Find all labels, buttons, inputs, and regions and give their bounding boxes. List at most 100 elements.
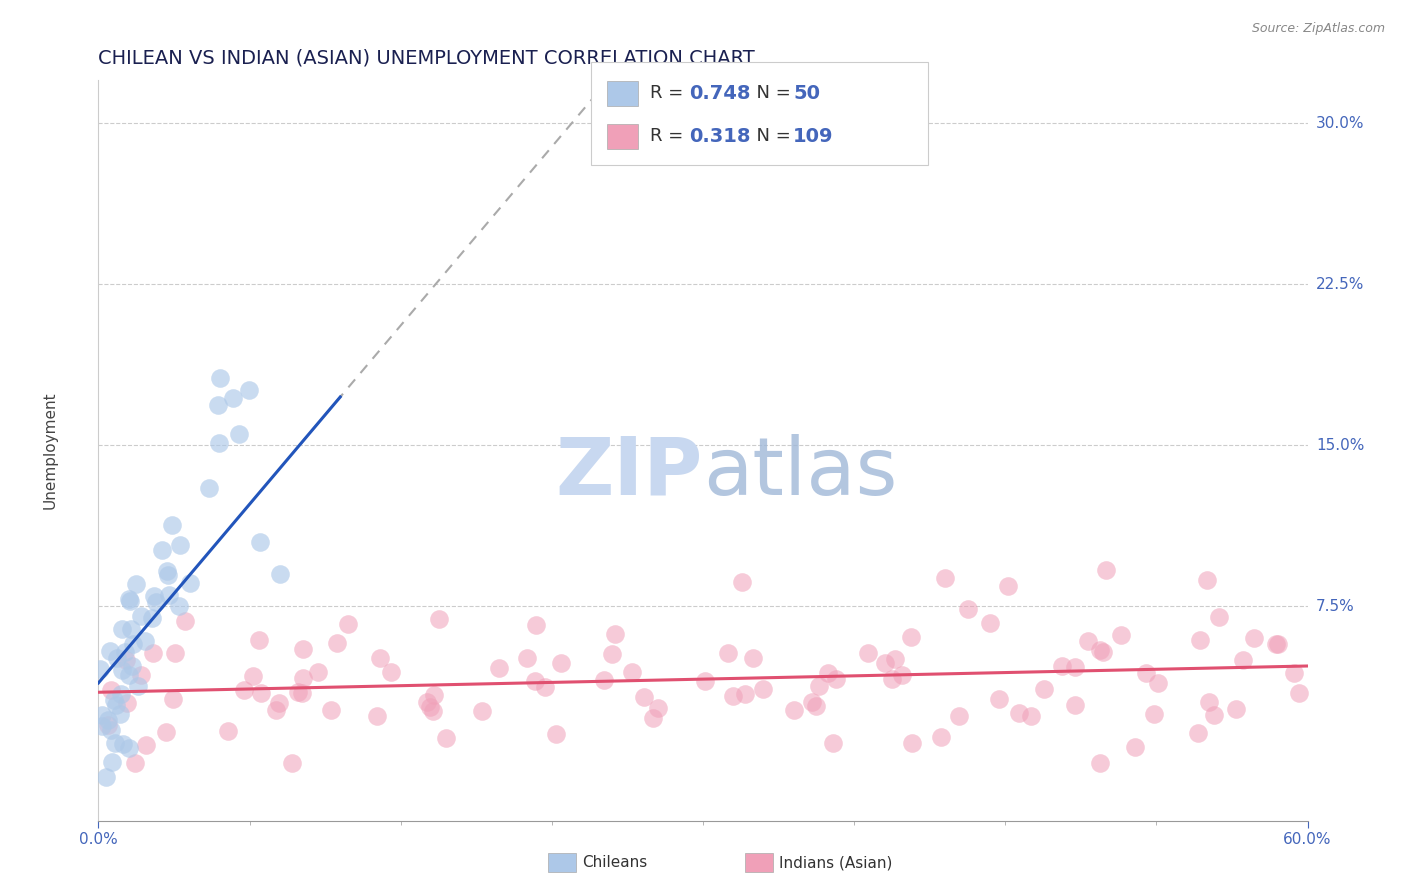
- Point: [621, 665, 644, 679]
- Point: [717, 646, 740, 660]
- Text: 30.0%: 30.0%: [1316, 116, 1364, 131]
- Point: [900, 736, 922, 750]
- Point: [269, 566, 291, 581]
- Point: [336, 616, 359, 631]
- Point: [1282, 666, 1305, 681]
- Text: 109: 109: [793, 127, 834, 145]
- Point: [141, 610, 163, 624]
- Point: [89, 662, 111, 676]
- Point: [1264, 637, 1286, 651]
- Point: [1064, 660, 1087, 674]
- Point: [544, 726, 567, 740]
- Point: [524, 618, 547, 632]
- Point: [427, 612, 450, 626]
- Point: [824, 673, 846, 687]
- Point: [422, 688, 444, 702]
- Point: [856, 646, 879, 660]
- Point: [143, 589, 166, 603]
- Point: [217, 723, 239, 738]
- Point: [997, 578, 1019, 592]
- Point: [242, 669, 264, 683]
- Point: [110, 687, 132, 701]
- Point: [107, 650, 129, 665]
- Text: Chileans: Chileans: [582, 855, 647, 870]
- Point: [695, 673, 717, 688]
- Point: [291, 686, 314, 700]
- Point: [118, 741, 141, 756]
- Point: [957, 602, 980, 616]
- Text: N =: N =: [745, 128, 797, 145]
- Point: [120, 622, 142, 636]
- Text: Unemployment: Unemployment: [42, 392, 58, 509]
- Point: [1135, 665, 1157, 680]
- Point: [1198, 695, 1220, 709]
- Point: [807, 679, 830, 693]
- Point: [127, 679, 149, 693]
- Point: [141, 646, 163, 660]
- Point: [100, 683, 122, 698]
- Point: [1147, 676, 1170, 690]
- Text: atlas: atlas: [703, 434, 897, 512]
- Point: [281, 756, 304, 770]
- Point: [752, 681, 775, 696]
- Point: [1267, 637, 1289, 651]
- Point: [655, 142, 678, 156]
- Point: [823, 736, 845, 750]
- Point: [1208, 609, 1230, 624]
- Point: [165, 646, 187, 660]
- Point: [1050, 659, 1073, 673]
- Point: [1187, 725, 1209, 739]
- Point: [948, 709, 970, 723]
- Point: [1088, 756, 1111, 770]
- Point: [173, 614, 195, 628]
- Text: 22.5%: 22.5%: [1316, 277, 1364, 292]
- Point: [988, 692, 1011, 706]
- Point: [603, 627, 626, 641]
- Point: [1064, 698, 1087, 712]
- Point: [115, 653, 138, 667]
- Point: [111, 622, 134, 636]
- Text: CHILEAN VS INDIAN (ASIAN) UNEMPLOYMENT CORRELATION CHART: CHILEAN VS INDIAN (ASIAN) UNEMPLOYMENT C…: [98, 48, 755, 68]
- Point: [734, 687, 756, 701]
- Point: [1033, 681, 1056, 696]
- Point: [731, 575, 754, 590]
- Point: [121, 659, 143, 673]
- Point: [891, 668, 914, 682]
- Point: [117, 696, 139, 710]
- Point: [114, 645, 136, 659]
- Point: [1019, 708, 1042, 723]
- Point: [1142, 706, 1164, 721]
- Text: N =: N =: [745, 84, 797, 103]
- Point: [157, 588, 180, 602]
- Point: [145, 595, 167, 609]
- Point: [208, 371, 231, 385]
- Text: R =: R =: [650, 128, 689, 145]
- Point: [647, 701, 669, 715]
- Point: [207, 398, 229, 412]
- Point: [979, 616, 1001, 631]
- Point: [471, 704, 494, 718]
- Point: [169, 538, 191, 552]
- Point: [111, 663, 134, 677]
- Point: [198, 481, 221, 495]
- Point: [162, 691, 184, 706]
- Point: [97, 718, 120, 732]
- Point: [934, 571, 956, 585]
- Point: [1288, 686, 1310, 700]
- Point: [131, 668, 153, 682]
- Text: Source: ZipAtlas.com: Source: ZipAtlas.com: [1251, 22, 1385, 36]
- Point: [122, 637, 145, 651]
- Point: [806, 699, 828, 714]
- Point: [291, 641, 314, 656]
- Point: [250, 686, 273, 700]
- Point: [1188, 632, 1211, 647]
- Point: [368, 651, 391, 665]
- Point: [1195, 574, 1218, 588]
- Point: [307, 665, 329, 679]
- Point: [641, 711, 664, 725]
- Point: [179, 575, 201, 590]
- Point: [134, 634, 156, 648]
- Text: R =: R =: [650, 84, 689, 103]
- Point: [98, 644, 121, 658]
- Point: [600, 647, 623, 661]
